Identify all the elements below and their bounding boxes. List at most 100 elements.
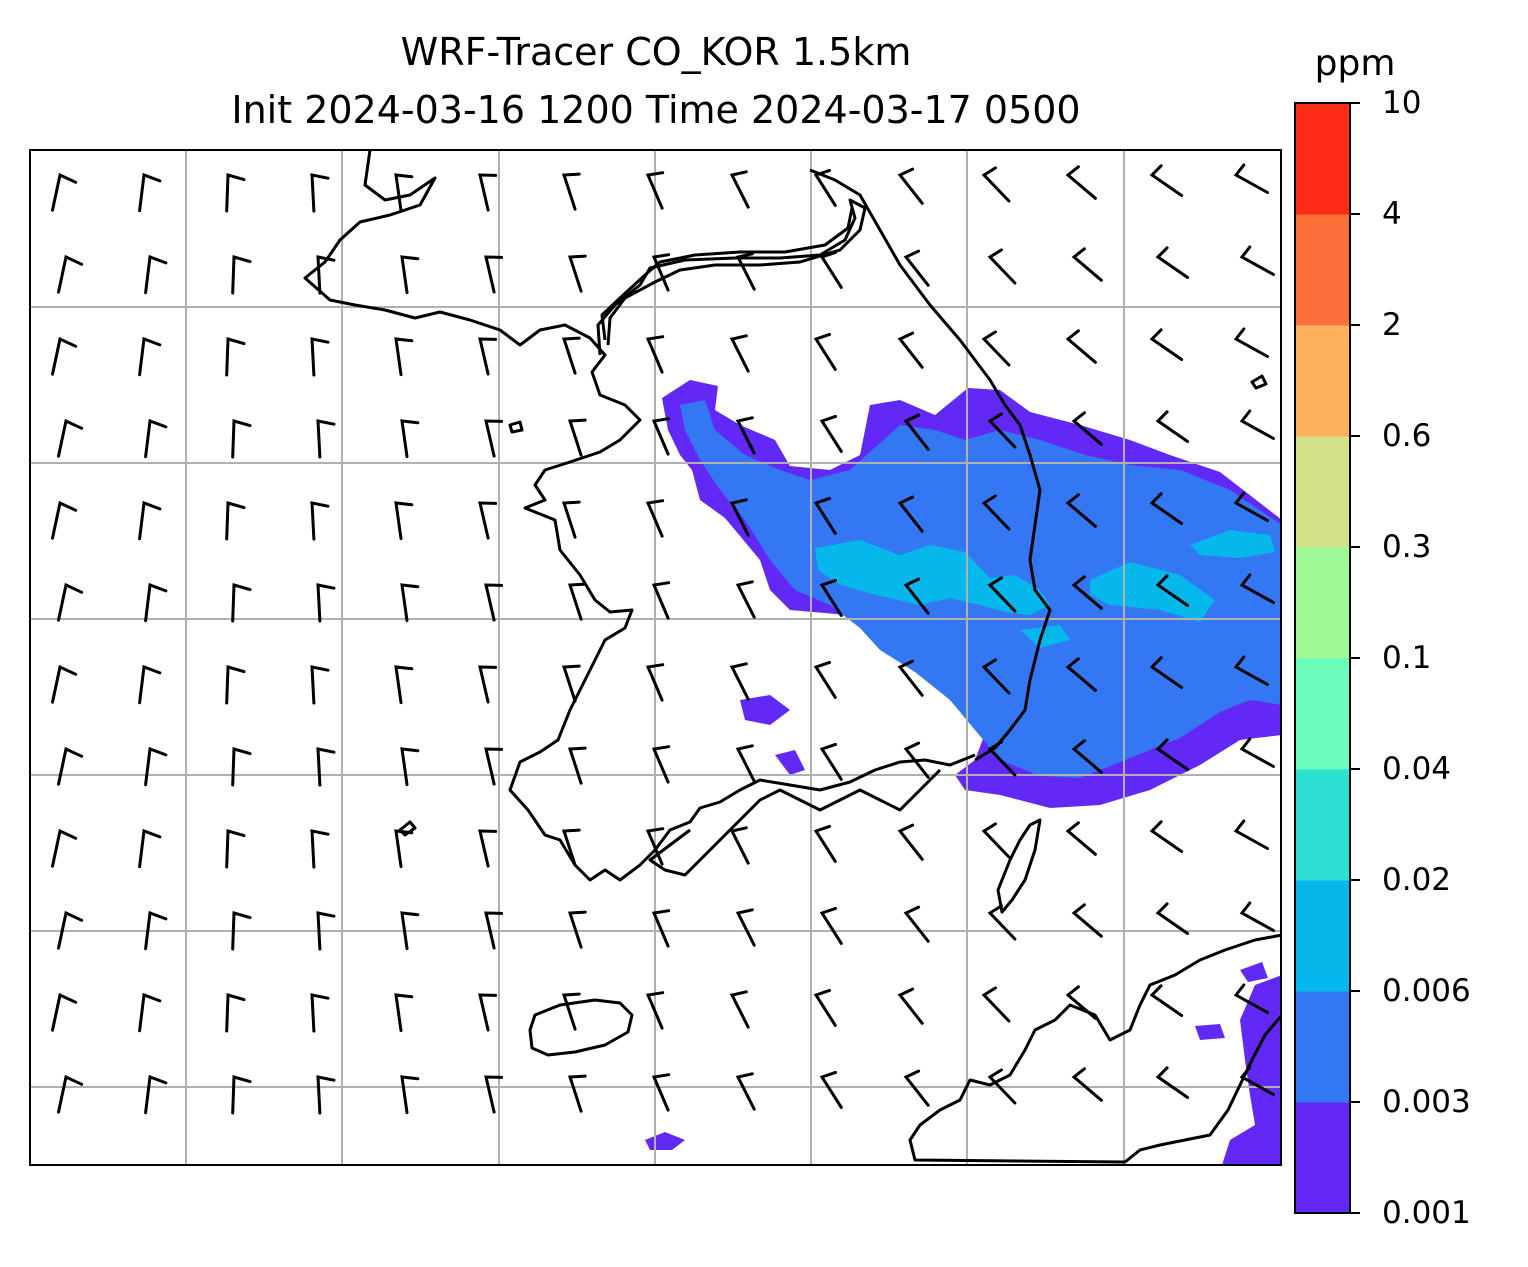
wind-barb: [981, 330, 1011, 367]
tracer-patch-lowest: [740, 695, 790, 725]
map-title: WRF-Tracer CO_KOR 1.5km: [400, 30, 912, 74]
wind-barb: [1071, 575, 1103, 610]
wind-barb: [1155, 1066, 1190, 1099]
colorbar-swatch: [1295, 214, 1350, 326]
wind-barb: [478, 993, 498, 1032]
wind-barb: [57, 254, 84, 294]
wind-barb: [903, 1069, 930, 1107]
wind-barb: [310, 337, 330, 377]
colorbar-tick-label: 10: [1382, 85, 1422, 121]
wind-barb: [903, 413, 930, 451]
wind-barb: [400, 419, 420, 459]
tracer-patch-lowest: [1222, 975, 1281, 1165]
wind-barb: [225, 501, 246, 541]
wind-barb: [729, 334, 750, 373]
wind-barb: [645, 499, 665, 538]
tracer-patch-lowest: [645, 1132, 685, 1150]
wind-barb: [144, 582, 168, 623]
tracer-patch-lowest: [775, 750, 805, 775]
wind-barb: [57, 910, 84, 950]
wind-barb: [981, 986, 1011, 1023]
wind-barb: [1233, 491, 1269, 522]
wind-barb: [819, 414, 843, 453]
wind-barb: [1239, 409, 1275, 440]
wind-barb: [478, 337, 498, 376]
wind-barb: [651, 1073, 671, 1112]
wind-barb: [1149, 492, 1184, 525]
wind-barb: [316, 583, 336, 623]
wind-barb: [1071, 739, 1103, 774]
wind-barb: [813, 660, 837, 699]
wind-barb: [484, 583, 504, 622]
wind-barb: [987, 576, 1017, 613]
colorbar-swatch: [1295, 436, 1350, 548]
colorbar-swatch: [1295, 880, 1350, 992]
wind-barb: [138, 500, 162, 541]
wind-barb: [57, 418, 84, 458]
wind-barb: [316, 747, 336, 787]
wind-barb: [735, 252, 756, 291]
wind-barb: [57, 582, 84, 622]
wind-barb: [310, 665, 330, 705]
wind-barb: [310, 993, 330, 1033]
wind-barb: [1233, 983, 1269, 1014]
wind-barb: [567, 910, 587, 949]
wind-barb: [144, 254, 168, 295]
wind-barb: [903, 249, 930, 287]
wind-barb: [225, 829, 246, 869]
wind-barb: [1071, 247, 1103, 282]
wind-barb: [903, 577, 930, 615]
wind-barb: [394, 665, 414, 705]
wind-barb: [819, 250, 843, 289]
korea-west-coast: [648, 768, 942, 877]
wind-barb: [1071, 903, 1103, 938]
wind-barb: [1065, 329, 1097, 364]
wind-barb: [987, 904, 1017, 941]
wind-barb: [400, 583, 420, 623]
wind-barb: [225, 993, 246, 1033]
tracer-patch-lowest: [1240, 962, 1268, 982]
wind-barb: [1149, 984, 1184, 1017]
korea-border: [600, 207, 854, 341]
wind-barb: [729, 170, 750, 209]
wind-barb: [981, 658, 1011, 695]
wind-barb: [735, 1072, 756, 1111]
wind-barb: [478, 173, 498, 212]
tsushima-island: [996, 818, 1042, 914]
colorbar-swatch: [1295, 1102, 1350, 1214]
wind-barb: [51, 336, 78, 376]
wind-barb: [400, 1075, 420, 1115]
wind-barb: [1233, 327, 1269, 358]
colorbar-tick-label: 0.006: [1382, 973, 1471, 1009]
wind-barb: [735, 744, 756, 783]
wind-barb: [478, 665, 498, 704]
wind-barb: [561, 172, 581, 211]
wind-barb: [400, 747, 420, 787]
wind-barb: [1155, 410, 1190, 443]
tracer-plume-mid: [1090, 562, 1215, 622]
wind-barb: [310, 829, 330, 869]
wind-barb: [51, 664, 78, 704]
wind-barb: [813, 168, 837, 207]
wind-barb: [394, 501, 414, 541]
wind-barb: [316, 255, 336, 295]
wind-barb: [735, 580, 756, 619]
colorbar-tick-label: 0.02: [1382, 862, 1452, 898]
wind-barb: [897, 987, 924, 1025]
wind-barb: [567, 254, 587, 293]
wind-barb: [813, 988, 837, 1027]
colorbar-tick-label: 2: [1382, 307, 1402, 343]
wind-barb: [310, 173, 330, 213]
wind-barbs: [51, 163, 1275, 1115]
korea-border: [596, 198, 867, 356]
wind-barb: [400, 255, 420, 295]
colorbar: [1295, 102, 1360, 1214]
tracer-patch-lowest: [1195, 1024, 1225, 1040]
wind-barb: [1155, 902, 1190, 935]
wind-barb: [897, 167, 924, 205]
wind-barb: [51, 992, 78, 1032]
wind-barb: [225, 173, 246, 213]
wind-barb: [729, 826, 750, 865]
wind-barb: [1149, 164, 1184, 197]
jeju-island: [528, 998, 634, 1057]
